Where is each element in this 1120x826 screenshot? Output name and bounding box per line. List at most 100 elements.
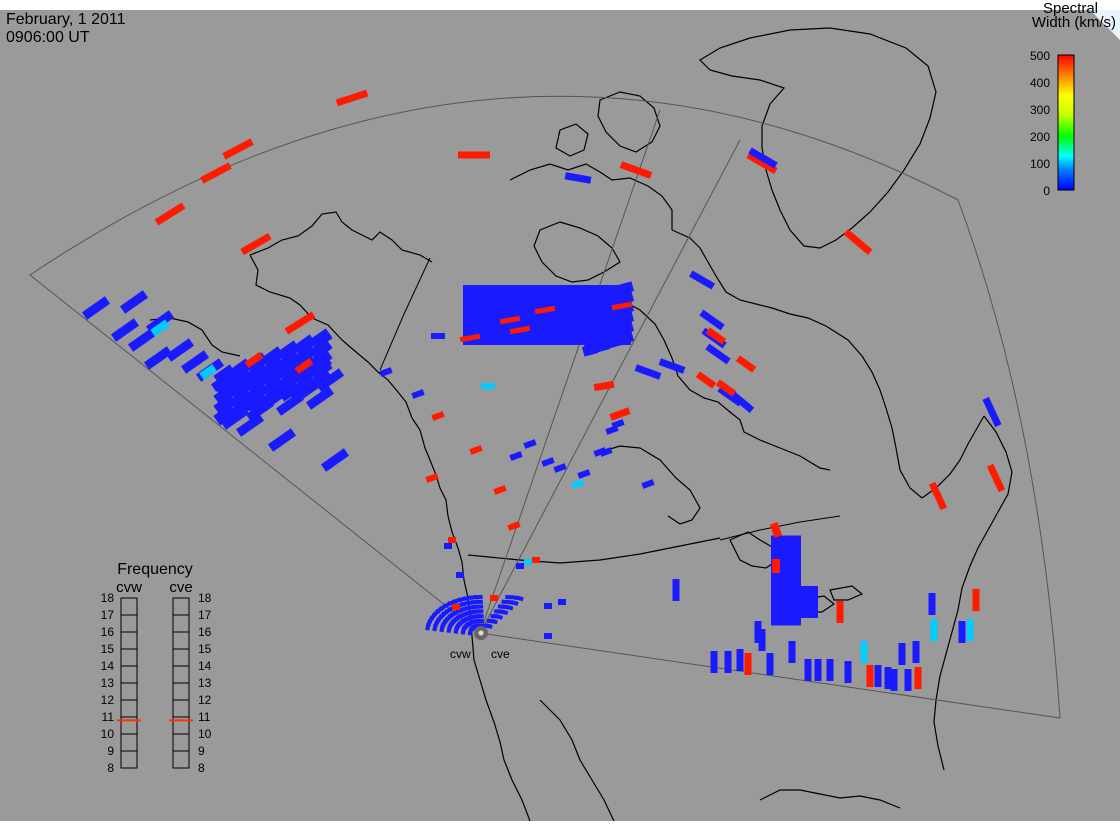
- echo-cell: [481, 383, 495, 389]
- echo-cell: [458, 151, 490, 159]
- echo-cell: [431, 411, 445, 421]
- frequency-tick-label: 12: [198, 693, 212, 707]
- echo-cell: [617, 291, 635, 305]
- echo-cell: [593, 299, 611, 313]
- echo-cell: [145, 310, 175, 334]
- echo-cell: [519, 335, 533, 345]
- echo-cell: [533, 285, 547, 295]
- echo-cell: [771, 571, 781, 581]
- echo-cell: [499, 315, 521, 325]
- echo-cell: [561, 305, 575, 315]
- echo-cell: [802, 586, 810, 594]
- frequency-tick-label: 9: [198, 744, 205, 758]
- echo-cell: [463, 295, 477, 305]
- echo-cell: [476, 609, 484, 614]
- echo-cell: [794, 594, 802, 602]
- echo-cell: [463, 285, 477, 295]
- frequency-tick-label: 17: [198, 608, 212, 622]
- echo-cell: [843, 229, 873, 255]
- echo-cell: [547, 285, 561, 295]
- echo-cell: [575, 295, 589, 305]
- echo-cell: [771, 535, 781, 545]
- echo-cell: [519, 295, 533, 305]
- echo-cell: [890, 669, 898, 691]
- colorbar: Spectral Width (km/s) 500 400 300 200 100 0: [1030, 0, 1116, 198]
- echo-cell: [200, 162, 232, 184]
- echo-cell: [710, 651, 718, 673]
- echo-cell: [771, 598, 781, 608]
- echo-cell: [558, 599, 566, 605]
- echo-cell: [143, 346, 173, 370]
- echo-cell: [617, 281, 635, 295]
- echo-cell: [874, 665, 882, 687]
- echo-cell: [240, 232, 272, 256]
- echo-cell: [561, 335, 575, 345]
- echo-cell: [589, 285, 603, 295]
- frequency-tick-label: 14: [101, 659, 115, 673]
- echo-cell: [810, 610, 818, 618]
- echo-cell: [452, 604, 460, 610]
- echo-cell: [810, 586, 818, 594]
- echo-cell: [781, 580, 791, 590]
- echo-cell: [463, 315, 477, 325]
- echo-cell: [516, 563, 524, 569]
- echo-cell: [791, 616, 801, 626]
- echo-cell: [119, 290, 149, 314]
- echo-cell: [904, 669, 912, 691]
- echo-cell: [463, 325, 477, 335]
- echo-cell: [611, 301, 633, 311]
- echo-cell: [547, 295, 561, 305]
- echo-cell: [477, 285, 491, 295]
- echo-cell: [490, 618, 498, 625]
- colorbar-tick-label: 500: [1030, 49, 1050, 63]
- echo-cell: [705, 327, 727, 345]
- echo-cell: [688, 270, 716, 290]
- echo-cell: [781, 562, 791, 572]
- echo-cell: [507, 521, 521, 531]
- echo-cell: [791, 535, 801, 545]
- echo-cell: [469, 445, 483, 455]
- echo-cell: [519, 305, 533, 315]
- echo-cell: [469, 594, 478, 600]
- echo-cell: [425, 473, 439, 483]
- echo-cell: [544, 603, 552, 609]
- echo-cell: [581, 313, 599, 327]
- echo-cell: [958, 621, 966, 643]
- echo-cell: [523, 439, 537, 449]
- echo-cell: [672, 579, 680, 601]
- echo-cell: [575, 325, 589, 335]
- echo-cell: [477, 315, 491, 325]
- echo-cell: [547, 325, 561, 335]
- echo-cell: [781, 571, 791, 581]
- colorbar-title-line2: Width (km/s): [1032, 14, 1116, 31]
- echo-cell: [491, 335, 505, 345]
- echo-cell: [771, 553, 781, 563]
- echo-cell: [791, 544, 801, 554]
- echo-cell: [593, 319, 611, 333]
- echo-cell: [766, 653, 774, 675]
- echo-cell: [771, 589, 781, 599]
- frequency-tick-label: 8: [107, 761, 114, 775]
- corner-cutout: [1090, 10, 1120, 40]
- echo-cell: [448, 537, 456, 543]
- echo-cell: [724, 651, 732, 673]
- echo-cell: [791, 562, 801, 572]
- echo-cell: [771, 607, 781, 617]
- echo-cell: [505, 604, 514, 611]
- map-background: [0, 10, 1120, 821]
- echo-cell: [593, 380, 615, 392]
- frequency-title: Frequency: [117, 561, 193, 578]
- echo-cell: [533, 335, 547, 345]
- echo-cell: [826, 659, 834, 681]
- echo-cell: [222, 138, 254, 160]
- echo-cell: [505, 594, 513, 600]
- radar-label-cvw: cvw: [450, 647, 471, 661]
- echo-cell: [715, 379, 737, 397]
- echo-cell: [244, 351, 264, 369]
- echo-cell: [930, 619, 938, 641]
- frequency-tick-label: 15: [198, 642, 212, 656]
- echo-cell: [505, 305, 519, 315]
- echo-cell: [524, 559, 532, 565]
- echo-cell: [534, 305, 556, 315]
